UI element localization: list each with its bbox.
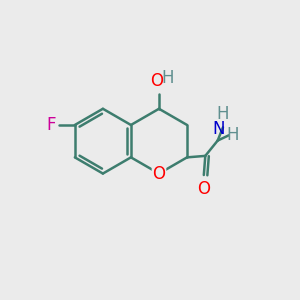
Text: O: O	[197, 180, 210, 198]
Text: N: N	[212, 120, 224, 138]
Text: H: H	[217, 105, 229, 123]
Text: H: H	[161, 69, 173, 87]
Text: H: H	[226, 126, 238, 144]
Text: F: F	[47, 116, 56, 134]
Text: O: O	[152, 165, 166, 183]
Text: O: O	[150, 72, 163, 90]
